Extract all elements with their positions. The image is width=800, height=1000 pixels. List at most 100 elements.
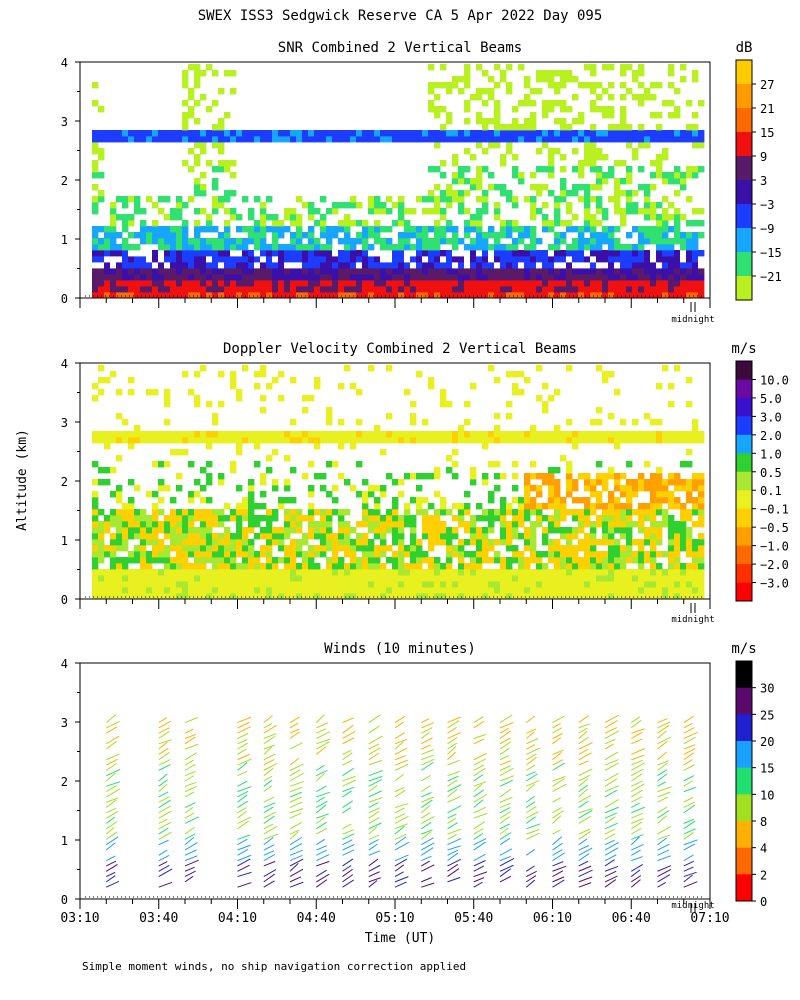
wind-barb: [158, 831, 172, 840]
snr-cell: [632, 94, 639, 101]
snr-cell: [374, 208, 381, 215]
doppler-cell: [194, 515, 201, 522]
wind-barb: [105, 726, 118, 734]
snr-cell: [332, 292, 339, 299]
snr-cell: [212, 256, 219, 263]
doppler-cell: [626, 569, 633, 576]
doppler-cell: [368, 509, 375, 516]
doppler-cell: [590, 437, 597, 444]
doppler-cell: [302, 407, 309, 414]
doppler-cell: [392, 533, 399, 540]
doppler-cell: [92, 395, 99, 402]
doppler-cell: [542, 431, 549, 438]
wind-barb: [158, 791, 169, 798]
doppler-cell: [236, 575, 243, 582]
snr-cell: [530, 130, 537, 137]
doppler-ytick-label: 2: [61, 475, 68, 489]
doppler-cell: [674, 581, 681, 588]
wind-barb: [158, 739, 172, 745]
wind-barb: [421, 860, 430, 867]
snr-cell: [116, 196, 123, 203]
doppler-cell: [344, 575, 351, 582]
doppler-cell: [356, 437, 363, 444]
snr-cell: [626, 142, 633, 149]
doppler-cell: [110, 563, 117, 570]
wind-barb: [421, 792, 432, 798]
doppler-cell: [182, 545, 189, 552]
wind-barb: [525, 805, 537, 814]
doppler-cell: [584, 551, 591, 558]
doppler-cell: [596, 521, 603, 528]
doppler-cell: [122, 527, 129, 534]
doppler-cell: [506, 527, 513, 534]
snr-cell: [566, 70, 573, 77]
snr-cell: [398, 196, 405, 203]
wind-barb: [604, 785, 619, 793]
doppler-cell: [458, 575, 465, 582]
snr-cell: [122, 286, 129, 293]
snr-cell: [506, 268, 513, 275]
doppler-cell: [212, 533, 219, 540]
snr-cell: [446, 190, 453, 197]
snr-cell: [410, 286, 417, 293]
doppler-cell: [230, 569, 237, 576]
snr-cell: [248, 256, 255, 263]
wind-barb: [368, 752, 380, 761]
snr-cell: [638, 244, 645, 251]
doppler-cell: [500, 569, 507, 576]
snr-cell: [464, 64, 471, 71]
snr-cell: [404, 280, 411, 287]
snr-cell: [362, 280, 369, 287]
snr-cell: [452, 244, 459, 251]
snr-cell: [602, 274, 609, 281]
doppler-cell: [344, 479, 351, 486]
snr-cell: [464, 136, 471, 143]
wind-barb: [394, 807, 405, 814]
snr-cell: [470, 262, 477, 269]
snr-cell: [332, 286, 339, 293]
snr-cell: [476, 130, 483, 137]
doppler-cell: [602, 527, 609, 534]
snr-cell: [260, 226, 267, 233]
snr-cell: [272, 130, 279, 137]
snr-cell: [206, 256, 213, 263]
snr-cell: [404, 250, 411, 257]
doppler-cell: [266, 539, 273, 546]
snr-cell: [698, 286, 705, 293]
doppler-cell: [308, 515, 315, 522]
snr-cell: [566, 190, 573, 197]
snr-cell: [134, 250, 141, 257]
snr-cell: [380, 286, 387, 293]
snr-cell: [212, 286, 219, 293]
wind-barb: [604, 738, 616, 745]
doppler-cell: [536, 593, 543, 600]
doppler-cell: [206, 551, 213, 558]
doppler-cell: [194, 551, 201, 558]
wind-barb: [368, 735, 383, 745]
doppler-cell: [596, 581, 603, 588]
snr-cell: [620, 178, 627, 185]
snr-cell: [524, 262, 531, 269]
snr-cell: [512, 274, 519, 281]
snr-cell: [452, 226, 459, 233]
snr-cell: [434, 232, 441, 239]
snr-cell: [638, 136, 645, 143]
doppler-cell: [320, 533, 327, 540]
doppler-cell: [698, 491, 705, 498]
doppler-cell: [164, 515, 171, 522]
doppler-cell: [452, 527, 459, 534]
doppler-cell: [554, 491, 561, 498]
snr-cell: [698, 262, 705, 269]
snr-cell: [542, 274, 549, 281]
doppler-cell: [188, 431, 195, 438]
wind-barb: [158, 717, 168, 724]
doppler-cell: [686, 479, 693, 486]
doppler-cell: [590, 569, 597, 576]
snr-cell: [608, 286, 615, 293]
snr-cell: [224, 274, 231, 281]
doppler-cell: [350, 569, 357, 576]
doppler-cell: [242, 497, 249, 504]
doppler-cell: [686, 539, 693, 546]
doppler-cell: [260, 563, 267, 570]
snr-cell: [320, 250, 327, 257]
